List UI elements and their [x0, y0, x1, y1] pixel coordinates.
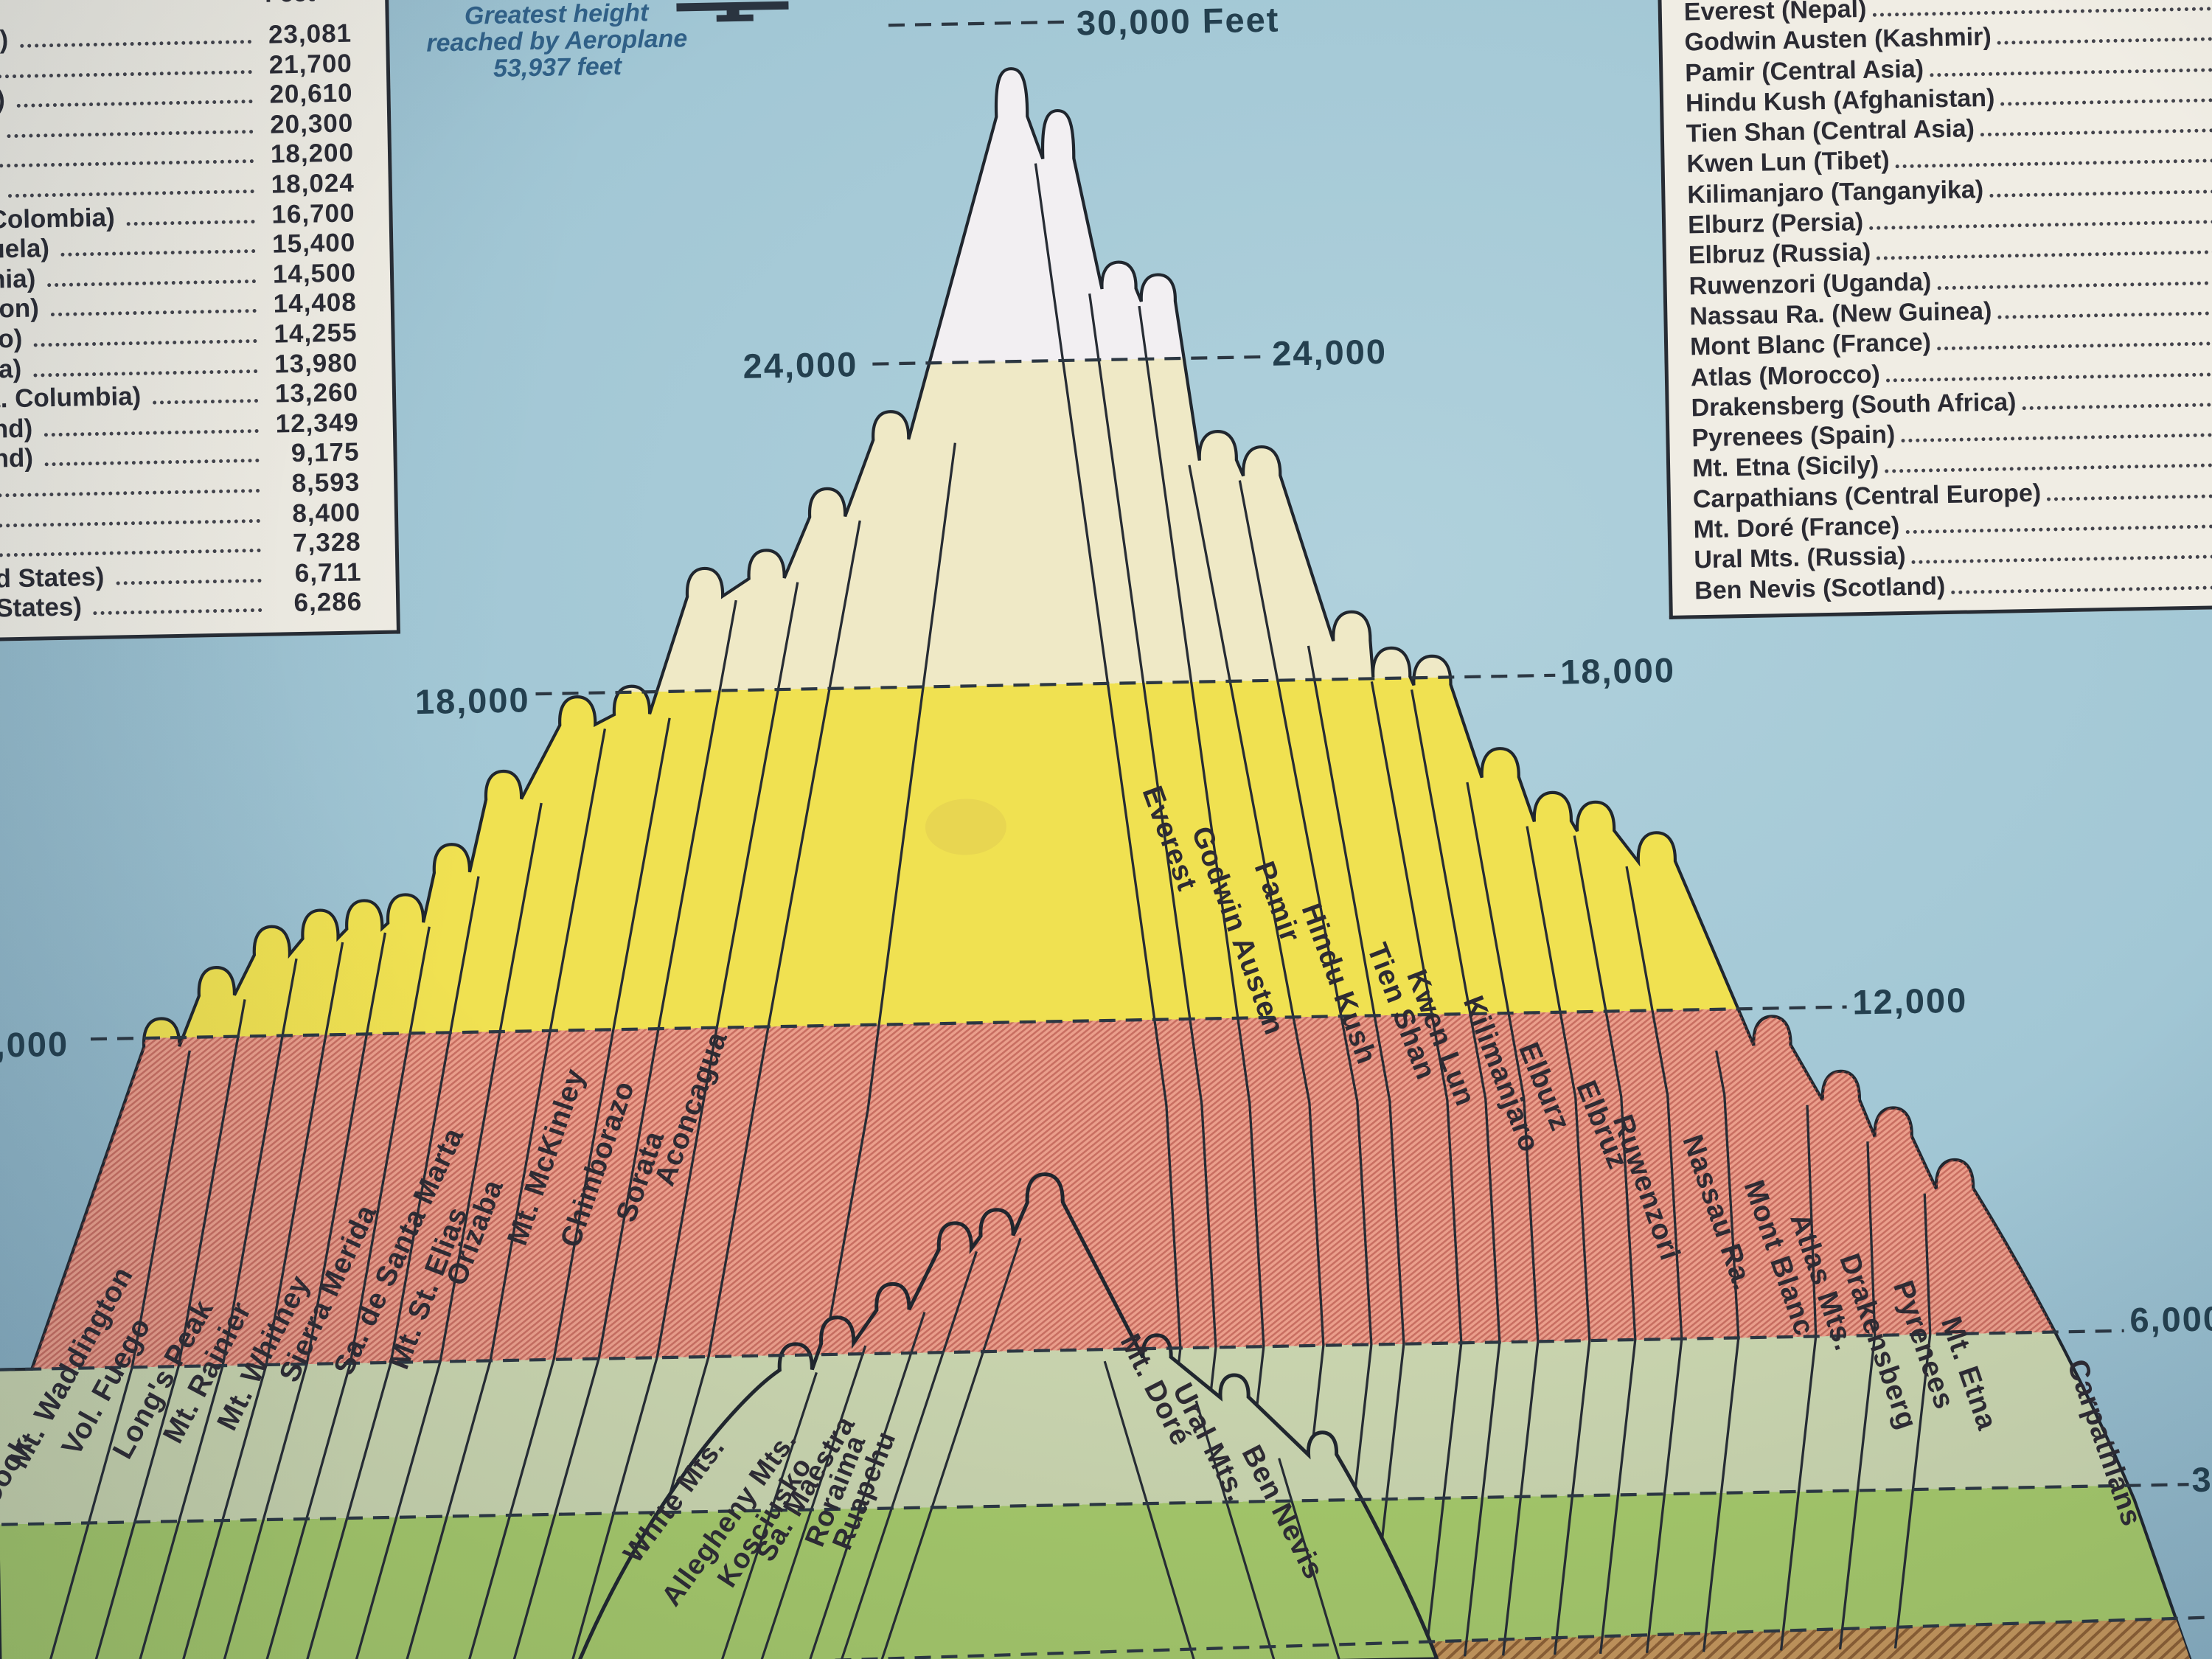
svg-text:12,000: 12,000	[0, 1024, 69, 1065]
svg-text:24,000: 24,000	[742, 344, 858, 386]
svg-text:3,000: 3,000	[2191, 1458, 2212, 1499]
svg-text:30,000 Feet: 30,000 Feet	[1076, 0, 1279, 43]
svg-text:18,000: 18,000	[1560, 650, 1676, 692]
svg-text:12,000: 12,000	[1852, 981, 1968, 1022]
svg-text:18,000: 18,000	[414, 680, 530, 721]
svg-text:24,000: 24,000	[1272, 332, 1388, 373]
svg-text:6,000: 6,000	[2129, 1298, 2212, 1339]
